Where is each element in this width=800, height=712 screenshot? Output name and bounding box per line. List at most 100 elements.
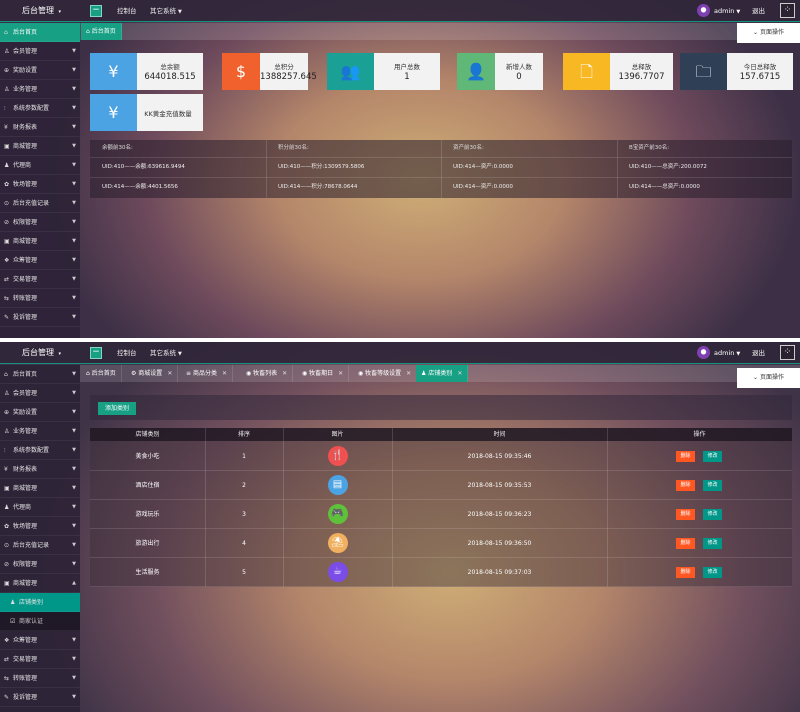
brand-title[interactable]: 后台管理 ▾ <box>22 6 62 15</box>
row-divider <box>90 470 792 471</box>
sidebar-item[interactable]: ☑ 商家认证 <box>0 612 80 631</box>
sidebar-item[interactable]: ▣ 商城管理 ▼ <box>0 479 80 498</box>
delete-button[interactable]: 删除 <box>676 567 695 578</box>
add-category-button[interactable]: 添加类别 <box>98 402 136 415</box>
edit-button[interactable]: 修改 <box>703 538 722 549</box>
cert-icon: ☑ <box>10 618 16 625</box>
sidebar-item[interactable]: ⊘ 权限管理 ▼ <box>0 213 80 232</box>
tab-2[interactable]: ≡ 商品分类 ✕ <box>181 365 233 382</box>
tab-0[interactable]: ⌂ 后台首页 <box>81 365 122 382</box>
sidebar-item[interactable]: ♟ 店铺类别 <box>0 593 80 612</box>
tab-5[interactable]: ◉ 牧畜等级设置 ✕ <box>353 365 418 382</box>
chevron-down-icon: ▼ <box>72 200 76 206</box>
shop-icon: ▣ <box>4 143 10 150</box>
user-icon: 👤 <box>457 53 495 90</box>
grid-icon[interactable]: ⁘ <box>780 345 795 360</box>
sidebar-item[interactable]: ✎ 投诉管理 ▼ <box>0 308 80 327</box>
sidebar-item[interactable]: ♙ 会员管理 ▼ <box>0 42 80 61</box>
sidebar-item[interactable]: ▣ 商城管理 ▼ <box>0 137 80 156</box>
user-icon: ♙ <box>4 390 10 397</box>
user-menu[interactable]: admin ▼ <box>714 7 741 15</box>
tab-1[interactable]: ⚙ 商城设置 ✕ <box>126 365 179 382</box>
other-system-menu[interactable]: 其它系统 ▼ <box>150 7 182 15</box>
sidebar-item[interactable]: ▣ 商城管理 ▲ <box>0 574 80 593</box>
sidebar-item[interactable]: ♙ 业务管理 ▼ <box>0 80 80 99</box>
close-icon[interactable]: ✕ <box>338 370 344 377</box>
sidebar-item[interactable]: ❖ 众筹管理 ▼ <box>0 631 80 650</box>
sidebar-item[interactable]: ❖ 众筹管理 ▼ <box>0 251 80 270</box>
sidebar-item[interactable]: ♟ 代理商 ▼ <box>0 156 80 175</box>
travel-icon: ⛱ <box>327 533 348 553</box>
logout-link[interactable]: 退出 <box>752 349 765 357</box>
sidebar-item[interactable]: ▣ 商城管理 ▼ <box>0 232 80 251</box>
sidebar-item[interactable]: ¥ 财务报表 ▼ <box>0 460 80 479</box>
delete-button[interactable]: 删除 <box>676 480 695 491</box>
sidebar-item[interactable]: ⇆ 转账管理 ▼ <box>0 669 80 688</box>
tab-6[interactable]: ♟ 店铺类别 ✕ <box>416 365 469 382</box>
gift-icon: ⊕ <box>4 409 10 416</box>
sidebar-item[interactable]: ♙ 会员管理 ▼ <box>0 384 80 403</box>
sidebar: ⌂ 后台首页 ♙ 会员管理 ▼ ⊕ 奖励设置 ▼ ♙ 业务管理 ▼ ⫶ 系统参数配置 ▼ ¥ 财务报表 ▼ ▣ 商城… <box>0 23 80 338</box>
sidebar-item-label: 后台充值记录 <box>13 200 50 207</box>
sidebar-item[interactable]: ⊕ 奖励设置 ▼ <box>0 61 80 80</box>
delete-button[interactable]: 删除 <box>676 538 695 549</box>
console-link[interactable]: 控制台 <box>117 349 137 357</box>
edit-button[interactable]: 修改 <box>703 567 722 578</box>
sidebar-item[interactable]: ⌂ 后台首页 ▼ <box>0 365 80 384</box>
sidebar-item[interactable]: ⇄ 交易管理 ▼ <box>0 650 80 669</box>
edit-button[interactable]: 修改 <box>703 451 722 462</box>
edit-button[interactable]: 修改 <box>703 480 722 491</box>
sidebar-item[interactable]: ♟ 代理商 ▼ <box>0 498 80 517</box>
grid-icon[interactable]: ⁘ <box>780 3 795 18</box>
close-icon[interactable]: ✕ <box>167 370 173 377</box>
sidebar-item[interactable]: ✎ 投诉管理 ▼ <box>0 688 80 707</box>
sidebar-item-label: 商城管理 <box>13 143 38 150</box>
sidebar-item[interactable]: ✿ 牧场管理 ▼ <box>0 175 80 194</box>
edit-button[interactable]: 修改 <box>703 509 722 520</box>
category-name: 酒店住宿 <box>135 482 160 489</box>
close-icon[interactable]: ✕ <box>221 370 227 377</box>
sidebar-item[interactable]: ⫶ 系统参数配置 ▼ <box>0 441 80 460</box>
lock-icon: ⊘ <box>4 219 10 226</box>
console-link[interactable]: 控制台 <box>117 7 137 15</box>
brand-title[interactable]: 后台管理 ▾ <box>22 348 62 357</box>
sidebar-item[interactable]: ⌂ 后台首页 <box>0 23 80 42</box>
sidebar-item[interactable]: ⇆ 转账管理 ▼ <box>0 289 80 308</box>
page-operations-button[interactable]: ⌄ 页面操作 <box>737 23 800 43</box>
category-time: 2018-08-15 09:35:46 <box>467 453 532 460</box>
yen-icon: ¥ <box>90 94 137 131</box>
user-menu[interactable]: admin ▼ <box>714 349 741 357</box>
page-operations-button[interactable]: ⌄ 页面操作 <box>737 368 800 388</box>
sidebar-toggle-button[interactable]: − <box>90 347 102 359</box>
avatar[interactable] <box>697 346 710 359</box>
close-icon[interactable]: ✕ <box>282 370 288 377</box>
sidebar-item[interactable]: ⊕ 奖励设置 ▼ <box>0 403 80 422</box>
chevron-down-icon: ▼ <box>178 351 182 357</box>
sidebar-item[interactable]: ⊘ 权限管理 ▼ <box>0 555 80 574</box>
avatar[interactable] <box>697 4 710 17</box>
sidebar-item[interactable]: ✿ 牧场管理 ▼ <box>0 517 80 536</box>
logout-link[interactable]: 退出 <box>752 7 765 15</box>
yen-icon: ¥ <box>90 53 137 90</box>
stat-card-value: 1388257.645 <box>260 72 317 82</box>
tab-4[interactable]: ◉ 牧畜期日 ✕ <box>297 365 350 382</box>
sidebar-item-label: 转账管理 <box>13 295 38 302</box>
sidebar-item[interactable]: ⇄ 交易管理 ▼ <box>0 270 80 289</box>
delete-button[interactable]: 删除 <box>676 509 695 520</box>
sidebar-toggle-button[interactable]: − <box>90 5 102 17</box>
sidebar-item[interactable]: ⊙ 后台充值记录 ▼ <box>0 536 80 555</box>
tab-3[interactable]: ◉ 牧畜列表 ✕ <box>241 365 294 382</box>
sidebar-item[interactable]: ♙ 业务管理 ▼ <box>0 422 80 441</box>
sidebar-item[interactable]: ⊙ 后台充值记录 ▼ <box>0 194 80 213</box>
sidebar-item[interactable]: ⫶ 系统参数配置 ▼ <box>0 99 80 118</box>
other-system-menu[interactable]: 其它系统 ▼ <box>150 349 182 357</box>
chevron-down-icon: ⌄ <box>753 29 760 36</box>
person-icon: ♟ <box>421 370 429 377</box>
close-icon[interactable]: ✕ <box>457 370 463 377</box>
tab-0[interactable]: ⌂ 后台首页 <box>81 23 122 40</box>
recharge-icon: ⊙ <box>4 542 10 549</box>
sidebar-item[interactable]: ¥ 财务报表 ▼ <box>0 118 80 137</box>
delete-button[interactable]: 删除 <box>676 451 695 462</box>
stat-card-value: 644018.515 <box>144 72 196 82</box>
close-icon[interactable]: ✕ <box>406 370 412 377</box>
